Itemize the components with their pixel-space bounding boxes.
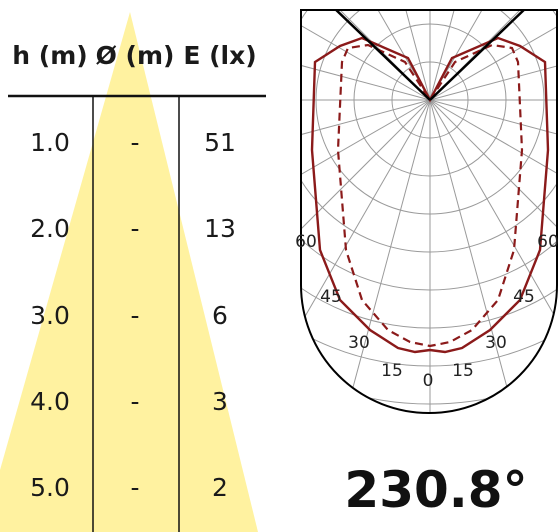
- grid-spoke: [301, 99, 431, 311]
- angle-label-left: 15: [381, 361, 403, 381]
- grid-spoke: [429, 99, 557, 413]
- polar-frame: [300, 9, 558, 414]
- angle-label-right: 45: [513, 287, 535, 307]
- table-rows: 1.0 - 51 2.0 - 13 3.0 - 6 4.0 - 3 5.0 - 2: [30, 128, 236, 502]
- angle-label-left: 0: [423, 371, 434, 391]
- table-cell-d: -: [130, 301, 139, 330]
- beam-angle-value: 230.8°: [344, 461, 527, 519]
- grid-spoke: [429, 99, 557, 398]
- angle-label-left: 30: [348, 333, 370, 353]
- angle-label-left: 45: [320, 287, 342, 307]
- grid-spoke: [301, 99, 431, 398]
- grid-spoke: [429, 99, 540, 413]
- polar-diagram: 0 15 30 45 60 15 30 45 60: [295, 9, 558, 414]
- grid-spoke: [301, 10, 431, 101]
- grid-spoke: [429, 10, 557, 101]
- table-cell-d: -: [130, 128, 139, 157]
- table-cell-h: 3.0: [30, 301, 70, 330]
- grid-spoke: [301, 10, 431, 101]
- grid-spoke: [429, 10, 557, 101]
- grid-spoke: [429, 99, 557, 311]
- table-cell-e: 13: [204, 214, 236, 243]
- grid-spoke: [301, 10, 431, 101]
- angle-label-right: 30: [485, 333, 507, 353]
- grid-spoke: [320, 10, 431, 101]
- angle-label-left: 60: [295, 232, 317, 252]
- header-illuminance: E (lx): [183, 41, 256, 70]
- table-cell-e: 6: [212, 301, 228, 330]
- table-cell-d: -: [130, 214, 139, 243]
- table-cell-e: 51: [204, 128, 236, 157]
- header-height: h (m): [12, 41, 87, 70]
- table-cell-e: 2: [212, 473, 228, 502]
- grid-spoke: [320, 99, 431, 413]
- grid-spoke: [429, 10, 557, 101]
- table-cell-d: -: [130, 473, 139, 502]
- grid-spoke: [301, 99, 431, 413]
- intensity-curve-solid: [310, 36, 550, 354]
- header-diameter: Ø (m): [96, 41, 175, 70]
- grid-spoke: [429, 99, 557, 210]
- table-cell-e: 3: [212, 387, 228, 416]
- grid-spoke: [301, 10, 431, 101]
- beam-edge-right: [429, 10, 529, 101]
- table-cell-h: 5.0: [30, 473, 70, 502]
- angle-label-right: 60: [537, 232, 558, 252]
- beam-edge-left: [331, 10, 431, 101]
- grid-spoke: [429, 10, 557, 101]
- table-cell-h: 2.0: [30, 214, 70, 243]
- grid-spoke: [429, 10, 540, 101]
- intensity-curve-dashed: [336, 43, 524, 348]
- grid-spoke: [301, 99, 431, 210]
- angle-labels: 0 15 30 45 60 15 30 45 60: [295, 232, 558, 391]
- table-cell-h: 4.0: [30, 387, 70, 416]
- table-cell-h: 1.0: [30, 128, 70, 157]
- table-cell-d: -: [130, 387, 139, 416]
- angle-label-right: 15: [452, 361, 474, 381]
- light-cone: [0, 12, 258, 532]
- illuminance-table: h (m) Ø (m) E (lx) 1.0 - 51 2.0 - 13 3.0 - 6 4.0 -…: [8, 41, 266, 532]
